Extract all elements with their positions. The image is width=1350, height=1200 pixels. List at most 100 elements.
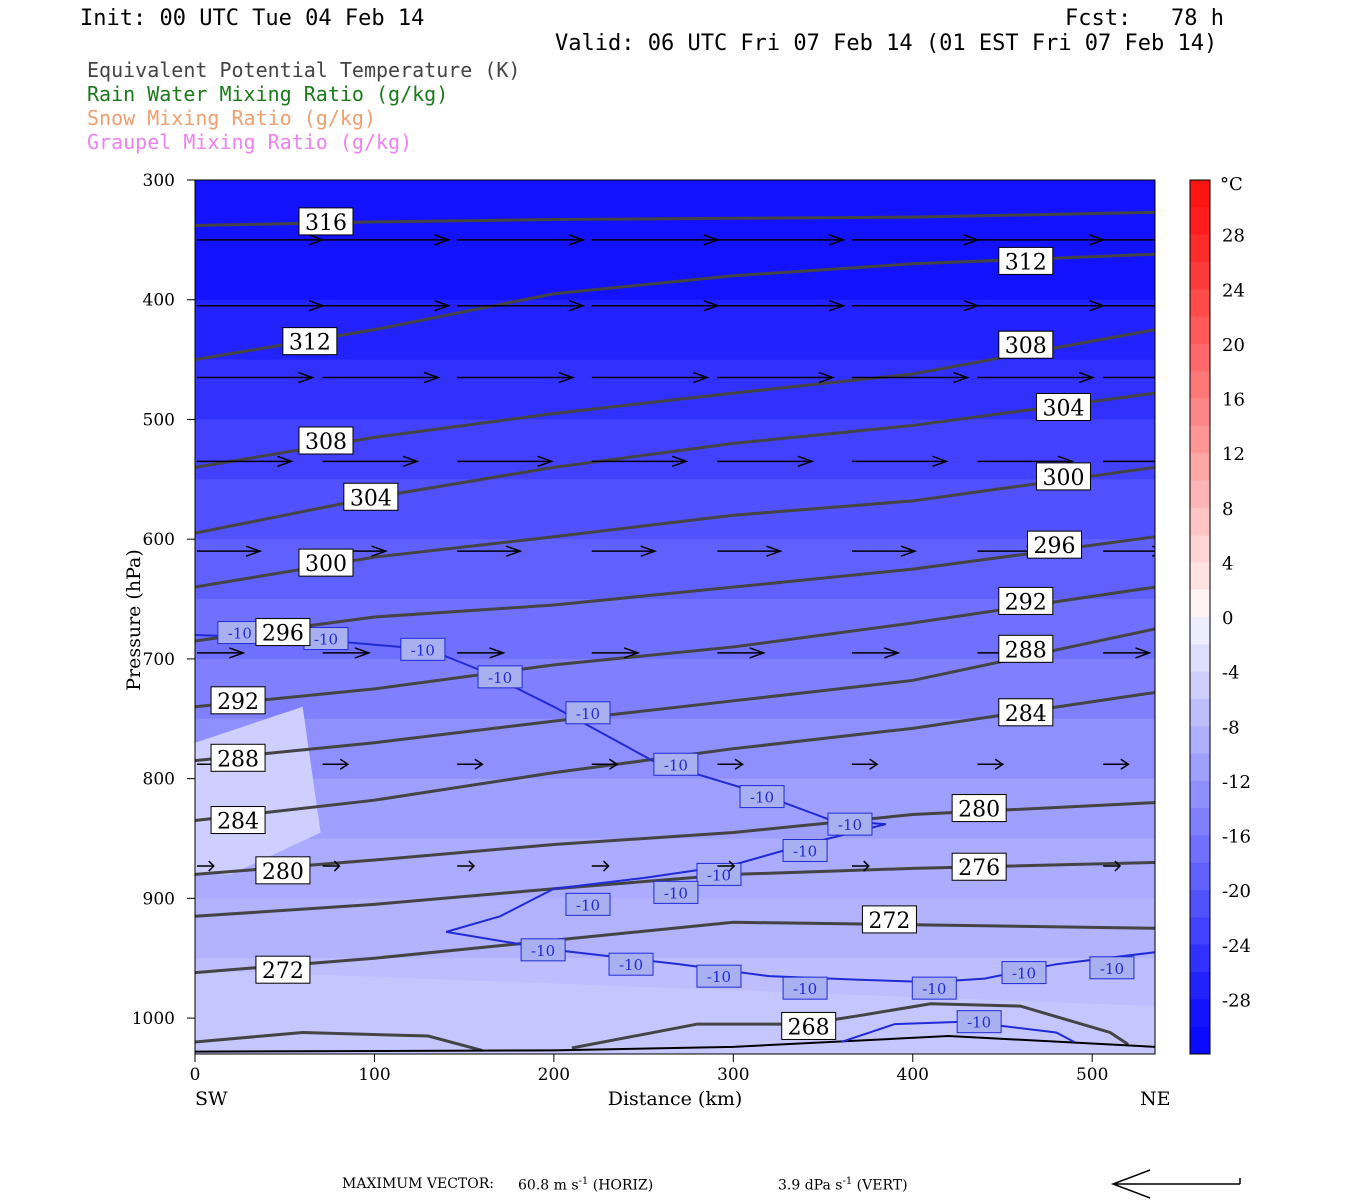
isotherm-label: -10 (664, 884, 688, 902)
legend-rain: Rain Water Mixing Ratio (g/kg) (87, 82, 449, 106)
x-tick-label: 100 (358, 1065, 390, 1085)
theta-e-contour-label-box (255, 856, 311, 885)
theta-e-contour-label-box (998, 246, 1054, 275)
reference-vector-arrow (1110, 1169, 1241, 1199)
wind-vector-head (766, 545, 783, 557)
theta-e-contour-label: 300 (1042, 466, 1084, 491)
y-axis-label: Pressure (hPa) (123, 549, 145, 691)
x-end-label-ne: NE (1140, 1088, 1171, 1110)
colorbar-label: -4 (1222, 663, 1240, 684)
wind-vector-head (728, 860, 736, 872)
colorbar-segment (1190, 753, 1210, 782)
colorbar-segment (1190, 371, 1210, 399)
isotherm-label: -10 (576, 705, 600, 723)
theta-e-contour-label: 308 (1005, 334, 1047, 359)
valid-time: Valid: 06 UTC Fri 07 Feb 14 (01 EST Fri … (555, 31, 1218, 56)
colorbar-label: 0 (1222, 608, 1233, 629)
colorbar-segment (1190, 425, 1210, 454)
colorbar-label: -20 (1222, 881, 1251, 902)
forecast-hour: Fcst: 78 h (1065, 6, 1224, 31)
theta-e-contour-line (571, 1002, 1129, 1050)
isotherm-label: -10 (619, 956, 643, 974)
theta-e-contour-label: 304 (350, 486, 392, 511)
theta-e-contour-label: 300 (305, 552, 347, 577)
isotherm-label: -10 (922, 980, 946, 998)
isotherm-label: -10 (576, 896, 600, 914)
colorbar-frame (1189, 179, 1211, 1055)
wind-vector-head (797, 455, 815, 468)
shading-band (195, 599, 1155, 660)
contour-labels: 316 312 312 308 308 304 304 300 300 296 296 292 292 2… (210, 207, 1091, 1040)
vert-unit: dPa s (804, 1177, 843, 1194)
fcst-value: 78 h (1170, 6, 1224, 31)
colorbar-segment (1190, 862, 1210, 891)
y-tick-label: 1000 (132, 1009, 175, 1029)
theta-e-contour-label-box (781, 1011, 837, 1040)
isotherm-label: -10 (314, 631, 338, 649)
isotherm-label-box (911, 976, 957, 1000)
wind-vector-head (505, 545, 523, 557)
colorbar-segment (1190, 180, 1210, 208)
wind-vector-head (489, 647, 506, 659)
max-vector-label: MAXIMUM VECTOR: (342, 1176, 494, 1192)
isotherm-label: -10 (228, 625, 252, 643)
legend-graupel: Graupel Mixing Ratio (g/kg) (87, 130, 413, 154)
colorbar-label: 8 (1222, 499, 1233, 520)
wind-vector-head (1078, 371, 1096, 384)
colorbar-segment (1190, 453, 1210, 481)
y-tick-label: 400 (143, 291, 175, 311)
colorbar-segment (1190, 808, 1210, 836)
colorbar-segment (1190, 398, 1210, 427)
colorbar-segment (1190, 644, 1210, 673)
colorbar-segment (1190, 480, 1210, 509)
colorbar-segment (1190, 617, 1210, 645)
colorbar-segment (1190, 289, 1210, 318)
wind-vector-head (468, 860, 476, 872)
theta-e-contour-label: 272 (262, 959, 304, 984)
theta-e-contour-label: 272 (868, 909, 910, 934)
theta-e-contour-label-box (255, 955, 311, 984)
theta-e-contour-label-box (1035, 392, 1091, 421)
theta-e-contour-label-box (998, 586, 1054, 615)
x-tick-label: 300 (717, 1065, 749, 1085)
colorbar-label: 4 (1222, 553, 1233, 574)
colorbar-segment (1190, 835, 1210, 864)
max-vector-horiz: 60.8 m s-1 (HORIZ) (518, 1176, 653, 1194)
colorbar-label: -8 (1222, 717, 1240, 738)
isotherm-label: -10 (664, 756, 688, 774)
vert-value: 3.9 (778, 1177, 801, 1194)
wind-vector-head (434, 300, 451, 312)
colorbar-segment (1190, 589, 1210, 618)
theta-e-contour-label: 296 (1034, 534, 1076, 559)
theta-e-contour-line (195, 1030, 483, 1052)
isotherm-label-box (956, 1010, 1002, 1034)
colorbar: 28 24 20 16 12 8 4 0 -4 -8 -12 -16 -20 -24 -28 °C (1189, 174, 1251, 1055)
isotherm-label: -10 (750, 789, 774, 807)
theta-e-contour-label-box (343, 482, 399, 511)
colorbar-segment (1190, 917, 1210, 946)
isotherm-label-box (477, 665, 523, 689)
colorbar-segment (1190, 890, 1210, 918)
theta-e-contour-label: 308 (305, 430, 347, 455)
theta-e-contour-label: 304 (1042, 396, 1084, 421)
y-tick-label: 800 (143, 770, 175, 790)
isotherm-label-box (782, 976, 828, 1000)
theta-e-contour-label-box (298, 426, 354, 455)
theta-e-contour-label-box (861, 905, 917, 934)
y-tick-label: 700 (143, 650, 175, 670)
isotherm-label-box (565, 892, 611, 916)
wind-vector-head (229, 647, 246, 659)
colorbar-label: -12 (1222, 772, 1251, 793)
isotherm-label-box (1089, 956, 1135, 980)
max-vector-vert: 3.9 dPa s-1 (VERT) (778, 1176, 908, 1194)
init-time: Init: 00 UTC Tue 04 Feb 14 (80, 6, 425, 31)
isotherm-label-box (565, 701, 611, 725)
wind-vector-head (298, 371, 315, 384)
horiz-exp: -1 (578, 1176, 589, 1187)
colorbar-label: 28 (1222, 226, 1245, 247)
y-tick-label: 500 (143, 410, 175, 430)
axes: 300 400 500 600 700 800 900 1000 0 100 200 300 400 50… (132, 171, 1109, 1085)
wind-vector-head (994, 758, 1005, 770)
plot-frame (194, 179, 1156, 1055)
